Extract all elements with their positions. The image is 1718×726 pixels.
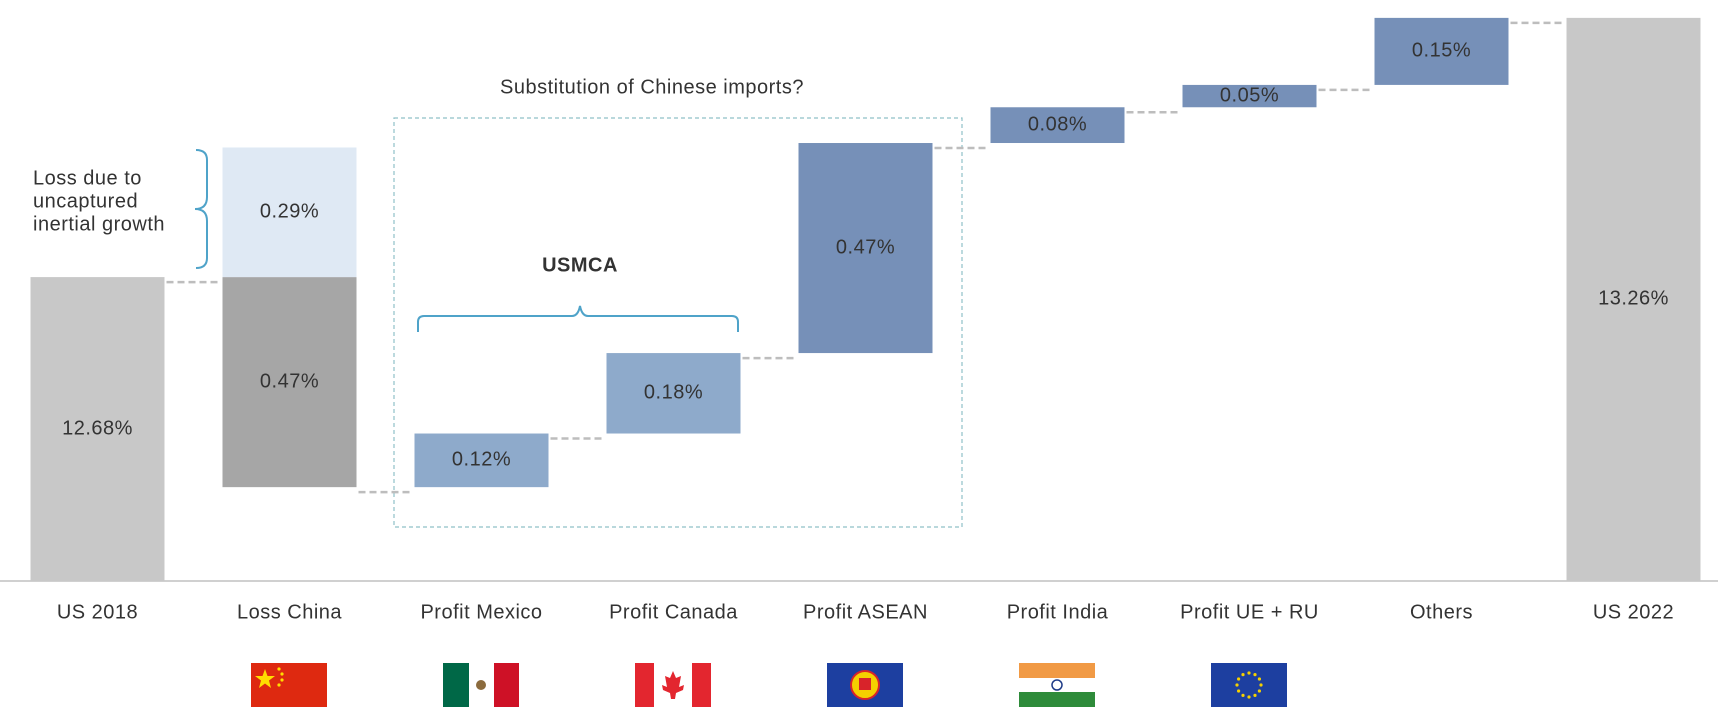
annotation-line: uncaptured (33, 190, 138, 212)
brace-label: USMCA (542, 254, 618, 276)
bar (1374, 17, 1509, 85)
x-tick-label: US 2018 (57, 601, 138, 623)
bar (990, 107, 1125, 144)
group-box-label: Substitution of Chinese imports? (500, 76, 804, 98)
value-label: 0.15% (1412, 40, 1471, 62)
x-tick-label: Profit UE + RU (1180, 601, 1319, 623)
loss-brace (194, 149, 208, 269)
annotation-line: Loss due to (33, 167, 142, 189)
annotation-bar (222, 147, 357, 278)
group-box (393, 117, 963, 528)
x-tick-label: Profit Canada (609, 601, 738, 623)
bar (30, 277, 165, 581)
x-tick-label: Profit Mexico (420, 601, 542, 623)
usmca-brace (417, 305, 739, 332)
x-tick-label: US 2022 (1593, 601, 1674, 623)
flag-canada (635, 663, 711, 707)
x-tick-label: Loss China (237, 601, 342, 623)
flag-china (251, 663, 327, 707)
x-tick-label: Others (1410, 601, 1473, 623)
value-label: 0.18% (644, 382, 703, 404)
annotation-line: inertial growth (33, 213, 165, 235)
flag-eu (1211, 663, 1287, 707)
x-tick-label: Profit ASEAN (803, 601, 928, 623)
value-label: 0.12% (452, 449, 511, 471)
flag-india (1019, 663, 1095, 707)
value-label: 13.26% (1598, 288, 1669, 310)
bar (222, 277, 357, 488)
bar (414, 433, 549, 488)
value-label: 12.68% (62, 417, 133, 439)
bar (798, 143, 933, 354)
bar (1182, 84, 1317, 108)
x-tick-label: Profit India (1007, 601, 1109, 623)
value-label: 0.08% (1028, 113, 1087, 135)
value-label: 0.05% (1220, 84, 1279, 106)
value-label: 0.29% (260, 201, 319, 223)
value-label: 0.47% (836, 236, 895, 258)
bar (1566, 17, 1701, 581)
value-label: 0.47% (260, 370, 319, 392)
bar (606, 353, 741, 434)
flag-asean (827, 663, 903, 707)
flag-mexico (443, 663, 519, 707)
